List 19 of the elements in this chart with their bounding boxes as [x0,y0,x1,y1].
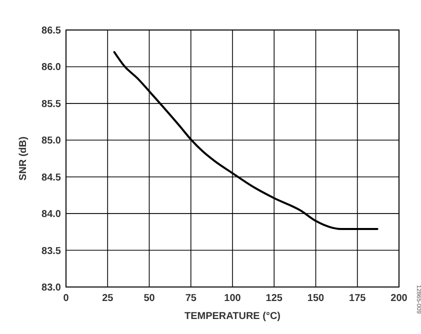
x-tick-label: 125 [266,293,283,304]
y-tick-label: 86.5 [42,26,62,36]
y-tick-label: 85.5 [42,98,62,110]
x-tick-label: 100 [224,293,242,304]
x-tick-label: 150 [307,293,325,304]
y-axis-title: SNR (dB) [18,136,29,180]
y-tick-label: 85.0 [42,136,62,147]
x-tick-label: 25 [102,293,114,304]
x-tick-label: 0 [63,293,70,304]
x-tick-label: 175 [349,293,366,304]
y-tick-label: 84.0 [42,209,62,220]
y-tick-label: 83.0 [42,282,62,294]
x-tick-label: 75 [185,293,197,304]
y-tick-label: 84.5 [42,172,62,184]
x-tick-label: 50 [144,293,156,304]
x-axis-title: TEMPERATURE (°C) [184,311,281,322]
y-tick-label: 86.0 [42,62,62,74]
x-tick-label: 200 [390,293,408,304]
y-tick-label: 83.5 [42,246,62,257]
